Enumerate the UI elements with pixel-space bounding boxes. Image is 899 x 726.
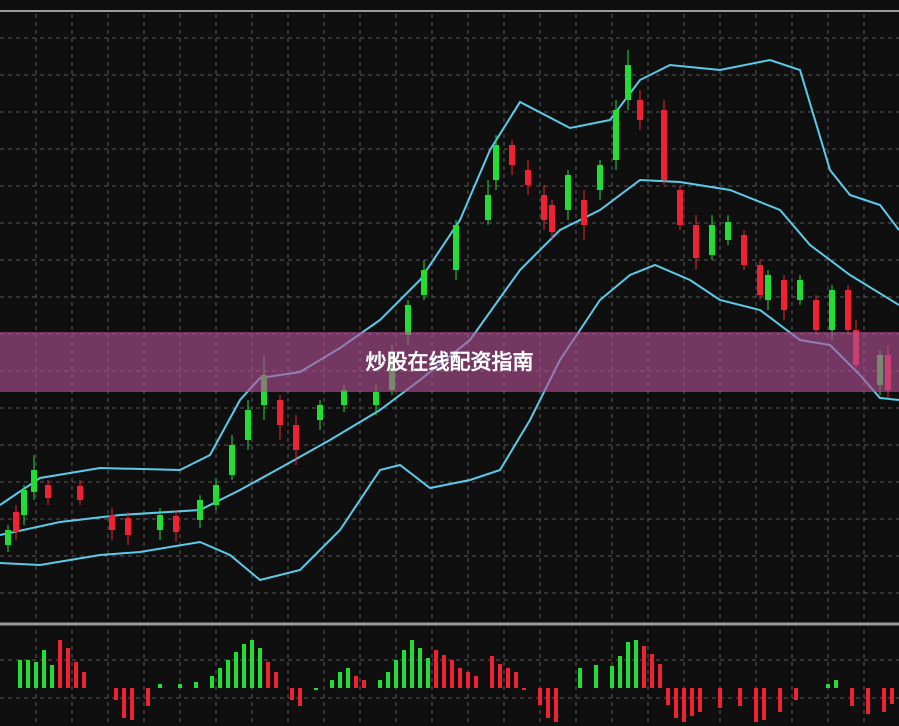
red-histogram [58,640,894,722]
banner-title: 炒股在线配资指南 [0,332,899,392]
candles [5,50,891,552]
oscillator [18,640,894,722]
upper-band [0,58,899,506]
bands [0,58,899,582]
lower-band [0,263,899,582]
green-histogram [18,640,838,690]
green-wicks [7,50,881,552]
red-wicks [15,90,889,545]
middle-band [0,178,899,536]
red-bodies [13,100,891,535]
green-bodies [5,65,883,545]
